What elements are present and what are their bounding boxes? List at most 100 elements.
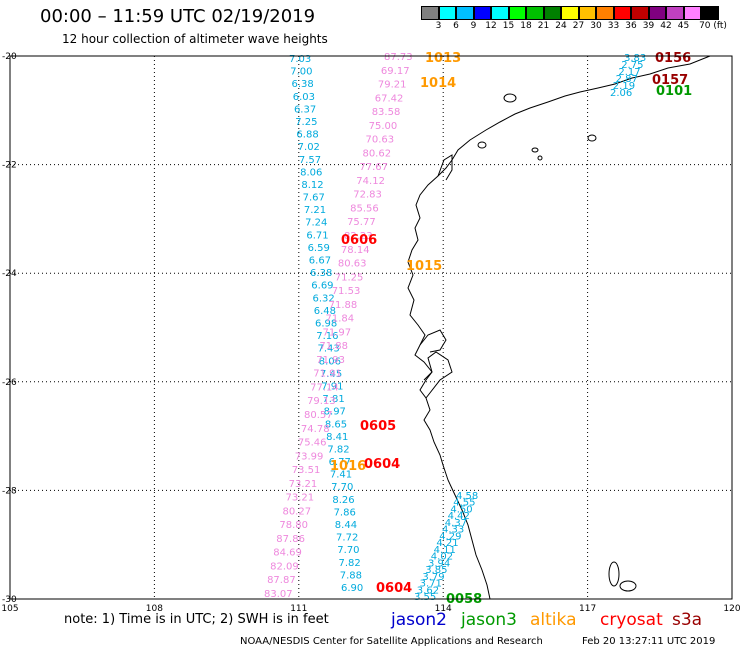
ne-track-value: 2.87	[616, 74, 638, 85]
cyan-track-value: 7.00	[290, 67, 312, 78]
pink-track-value: 71.25	[335, 272, 364, 283]
pass-time-labels: 1013101406061015060510160604060400580156…	[330, 51, 692, 607]
pink-track-value: 87.86	[276, 534, 305, 545]
pass-time-label: 0101	[656, 84, 692, 99]
peninsula-path	[419, 329, 447, 353]
cyan-track-value: 7.88	[340, 570, 362, 581]
scale-swatch	[491, 6, 509, 20]
pink-track-value: 83.07	[264, 589, 293, 600]
pink-track-value: 75.77	[347, 217, 376, 228]
diagonal-track-value: 4.55	[453, 498, 475, 509]
island-outline	[503, 93, 517, 103]
cyan-track-value: 7.02	[298, 142, 320, 153]
cyan-track-value: 7.41	[330, 470, 352, 481]
diagonal-track-value: 4.42	[448, 511, 470, 522]
pass-time-label: 0604	[364, 457, 400, 472]
axis-labels: 105 108 111 114 117 120 -20 -22 -24 -26 -28 -30	[1, 52, 740, 614]
cyan-track-value: 6.38	[291, 79, 313, 90]
cyan-track-value: 8.44	[335, 520, 357, 531]
island-outline	[619, 580, 637, 592]
map-frame	[9, 55, 733, 600]
x-tick-label: 105	[1, 604, 18, 614]
cyan-track-value: 7.70	[337, 545, 359, 556]
y-tick-label: -22	[2, 161, 17, 171]
legend-s3a: s3a	[672, 610, 703, 630]
cyan-track-value: 6.77	[329, 457, 351, 468]
legend-jason3: jason3	[461, 610, 517, 630]
lat-lon-grid	[10, 56, 732, 599]
scale-swatch	[578, 6, 596, 20]
scale-swatch	[596, 6, 614, 20]
coastline	[407, 55, 711, 600]
cyan-track-value: 7.72	[336, 533, 358, 544]
scale-label: 39	[642, 21, 655, 31]
pass-time-label: 0606	[341, 233, 377, 248]
ne-track-value: 2.06	[610, 88, 632, 99]
scale-swatch	[456, 6, 474, 20]
scale-label: 42	[660, 21, 672, 31]
scale-swatch	[631, 6, 649, 20]
pink-track-value: 80.62	[362, 148, 391, 159]
cyan-track-value: 6.67	[309, 256, 331, 267]
pink-track-value: 87.73	[384, 52, 413, 63]
map-subtitle: 12 hour collection of altimeter wave hei…	[62, 32, 328, 46]
island-outline	[531, 147, 539, 153]
scale-label: 12	[485, 21, 497, 31]
legend-cryosat: cryosat	[600, 610, 663, 630]
cyan-track-value: 6.59	[308, 243, 330, 254]
x-tick-label: 111	[290, 604, 307, 614]
scale-swatch	[648, 6, 666, 20]
pink-track-value: 71.88	[329, 300, 358, 311]
footer-credit: NOAA/NESDIS Center for Satellite Applica…	[240, 636, 543, 647]
pink-track-value: 83.58	[372, 107, 401, 118]
cape-path	[437, 154, 453, 181]
pass-time-label: 1015	[406, 259, 442, 274]
pink-track-value: 73.99	[295, 451, 324, 462]
pass-time-label: 0156	[655, 51, 691, 66]
scale-swatch	[421, 6, 439, 20]
y-tick-label: -24	[2, 269, 17, 279]
island-outline	[477, 141, 487, 149]
x-tick-label: 114	[435, 604, 452, 614]
pink-track-value: 80.27	[282, 506, 311, 517]
pink-track-value: 77.14	[310, 382, 339, 393]
cyan-track-value: 8.06	[300, 167, 322, 178]
pink-track-value: 71.97	[322, 327, 351, 338]
cyan-track-value: 7.57	[299, 155, 321, 166]
scale-label: 24	[555, 21, 567, 31]
cyan-track-value: 7.25	[295, 117, 317, 128]
scale-swatch	[666, 6, 684, 20]
pink-track-value: 74.78	[301, 424, 330, 435]
pink-track-value: 80.63	[338, 259, 367, 270]
pass-time-label: 0604	[376, 581, 412, 596]
pink-track-value: 67.42	[375, 93, 404, 104]
wave-height-scale-labels: 3 6 9 12 15 18 21 24 27 30 33 36 39 42 45 70 (ft)	[421, 21, 731, 33]
legend-altika: altika	[530, 610, 577, 630]
cyan-track-value: 7.43	[317, 344, 339, 355]
diagonal-track-value: 4.33	[442, 525, 464, 536]
diagonal-track-value: 4.11	[434, 545, 456, 556]
pink-track-value: 71.88	[319, 341, 348, 352]
scale-swatch	[508, 6, 526, 20]
pink-track-value: 75.00	[369, 121, 398, 132]
diagonal-track-value: 3.79	[422, 572, 444, 583]
cyan-track-value: 7.70	[331, 482, 353, 493]
cyan-track-value: 7.81	[322, 394, 344, 405]
pink-track-value: 82.09	[270, 561, 299, 572]
cyan-track-value: 7.45	[320, 369, 342, 380]
pink-track-value: 74.12	[356, 176, 385, 187]
scale-swatch	[526, 6, 544, 20]
diagonal-track-value: 3.85	[425, 565, 447, 576]
island-outline	[608, 561, 620, 587]
pink-track-value: 71.93	[316, 355, 345, 366]
scale-swatch	[473, 6, 491, 20]
scale-label: 45	[677, 21, 690, 31]
island-outline	[537, 155, 543, 161]
pink-track-value: 84.69	[273, 548, 302, 559]
cyan-track-value: 8.26	[332, 495, 354, 506]
scale-swatch	[543, 6, 561, 20]
scale-swatch	[613, 6, 631, 20]
cyan-track-value: 7.86	[334, 507, 356, 518]
y-tick-label: -20	[2, 52, 17, 62]
